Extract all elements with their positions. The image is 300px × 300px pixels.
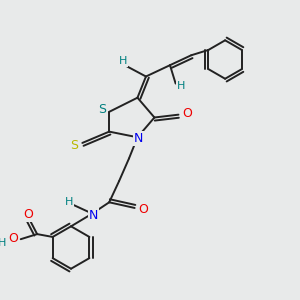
Text: H: H [0,238,7,248]
Text: O: O [182,107,192,120]
Text: H: H [64,197,73,207]
Text: H: H [177,81,185,92]
Text: H: H [119,56,128,66]
Text: S: S [70,139,78,152]
Text: O: O [8,232,18,245]
Text: N: N [89,209,98,222]
Text: O: O [138,203,148,216]
Text: O: O [24,208,34,221]
Text: N: N [134,132,144,145]
Text: S: S [98,103,106,116]
